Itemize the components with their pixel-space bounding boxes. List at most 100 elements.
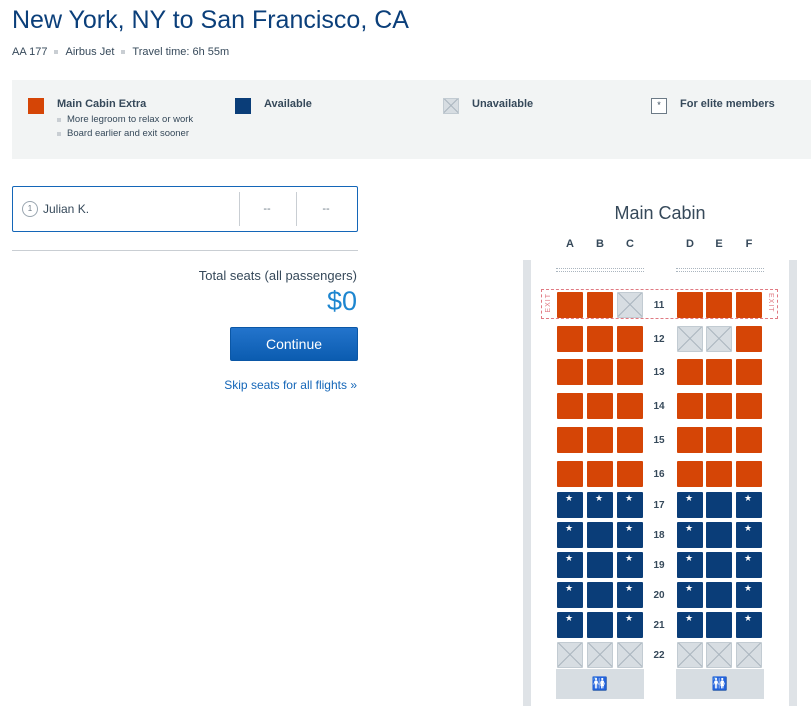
legend-available: Available (235, 98, 312, 114)
seat-13C[interactable] (617, 359, 643, 385)
seat-16B[interactable] (587, 461, 613, 487)
seat-19B[interactable] (587, 552, 613, 578)
overhead-bin-right (676, 268, 764, 272)
seat-13F[interactable] (736, 359, 762, 385)
seat-21F[interactable]: ★ (736, 612, 762, 638)
divider (239, 192, 240, 226)
elite-star-icon: ★ (565, 493, 574, 503)
row-number: 18 (653, 530, 665, 541)
seat-16C[interactable] (617, 461, 643, 487)
separator-dot (54, 50, 59, 54)
seat-21B[interactable] (587, 612, 613, 638)
seat-21A[interactable]: ★ (557, 612, 583, 638)
seat-15A[interactable] (557, 427, 583, 453)
seat-13A[interactable] (557, 359, 583, 385)
seat-18D[interactable]: ★ (677, 522, 703, 548)
seat-20F[interactable]: ★ (736, 582, 762, 608)
exit-label: EXIT (767, 293, 774, 313)
seat-12F[interactable] (736, 326, 762, 352)
seat-14C[interactable] (617, 393, 643, 419)
seat-15E[interactable] (706, 427, 732, 453)
passenger-seat-flight-1: -- (263, 203, 271, 215)
seat-15B[interactable] (587, 427, 613, 453)
seat-21C[interactable]: ★ (617, 612, 643, 638)
column-label: A (566, 238, 574, 250)
row-number: 19 (653, 560, 665, 571)
seat-18E[interactable] (706, 522, 732, 548)
row-number: 21 (653, 620, 665, 631)
seat-11D[interactable] (677, 292, 703, 318)
seat-11E[interactable] (706, 292, 732, 318)
seat-legend: Main Cabin Extra More legroom to relax o… (12, 80, 811, 159)
seat-18B[interactable] (587, 522, 613, 548)
elite-star-icon: ★ (685, 523, 694, 533)
elite-star-icon: ★ (744, 583, 753, 593)
seat-19A[interactable]: ★ (557, 552, 583, 578)
seat-14E[interactable] (706, 393, 732, 419)
seat-15F[interactable] (736, 427, 762, 453)
seat-13B[interactable] (587, 359, 613, 385)
seat-20E[interactable] (706, 582, 732, 608)
seat-19C[interactable]: ★ (617, 552, 643, 578)
row-number: 13 (653, 367, 665, 378)
seat-13D[interactable] (677, 359, 703, 385)
seat-17C[interactable]: ★ (617, 492, 643, 518)
seat-11A[interactable] (557, 292, 583, 318)
seat-16E[interactable] (706, 461, 732, 487)
passenger-selector[interactable]: 1 Julian K. -- -- (12, 186, 358, 232)
flight-number: AA 177 (12, 46, 48, 58)
seat-11F[interactable] (736, 292, 762, 318)
legend-elite: * For elite members (651, 98, 775, 114)
seat-15D[interactable] (677, 427, 703, 453)
seat-17E[interactable] (706, 492, 732, 518)
seat-19F[interactable]: ★ (736, 552, 762, 578)
seat-12C[interactable] (617, 326, 643, 352)
seat-20D[interactable]: ★ (677, 582, 703, 608)
travel-time: Travel time: 6h 55m (132, 46, 230, 58)
seat-18F[interactable]: ★ (736, 522, 762, 548)
elite-swatch: * (651, 98, 667, 114)
seat-19D[interactable]: ★ (677, 552, 703, 578)
seat-20A[interactable]: ★ (557, 582, 583, 608)
legend-label: Main Cabin Extra (57, 98, 147, 110)
seat-15C[interactable] (617, 427, 643, 453)
seat-18C[interactable]: ★ (617, 522, 643, 548)
elite-star-icon: ★ (625, 523, 634, 533)
seat-16F[interactable] (736, 461, 762, 487)
seat-22B (587, 642, 613, 668)
seat-19E[interactable] (706, 552, 732, 578)
seat-20C[interactable]: ★ (617, 582, 643, 608)
seat-22F (736, 642, 762, 668)
seat-11C (617, 292, 643, 318)
elite-star-icon: ★ (625, 493, 634, 503)
seat-16D[interactable] (677, 461, 703, 487)
seat-14F[interactable] (736, 393, 762, 419)
seat-14B[interactable] (587, 393, 613, 419)
seat-14D[interactable] (677, 393, 703, 419)
elite-star-icon: ★ (744, 523, 753, 533)
seat-12D (677, 326, 703, 352)
seat-17B[interactable]: ★ (587, 492, 613, 518)
continue-button[interactable]: Continue (230, 327, 358, 361)
legend-benefit: Board earlier and exit sooner (57, 128, 193, 139)
elite-star-icon: ★ (685, 583, 694, 593)
seat-16A[interactable] (557, 461, 583, 487)
seat-18A[interactable]: ★ (557, 522, 583, 548)
aircraft-type: Airbus Jet (65, 46, 115, 58)
seat-17F[interactable]: ★ (736, 492, 762, 518)
seat-14A[interactable] (557, 393, 583, 419)
seat-21E[interactable] (706, 612, 732, 638)
seat-12B[interactable] (587, 326, 613, 352)
row-number: 15 (653, 435, 665, 446)
seat-20B[interactable] (587, 582, 613, 608)
seat-12A[interactable] (557, 326, 583, 352)
seat-13E[interactable] (706, 359, 732, 385)
skip-seats-link[interactable]: Skip seats for all flights » (224, 378, 357, 392)
seat-21D[interactable]: ★ (677, 612, 703, 638)
total-seats-label: Total seats (all passengers) (198, 268, 357, 283)
seat-11B[interactable] (587, 292, 613, 318)
seat-17A[interactable]: ★ (557, 492, 583, 518)
row-number: 16 (653, 469, 665, 480)
seat-17D[interactable]: ★ (677, 492, 703, 518)
passenger-seat-flight-2: -- (322, 203, 330, 215)
